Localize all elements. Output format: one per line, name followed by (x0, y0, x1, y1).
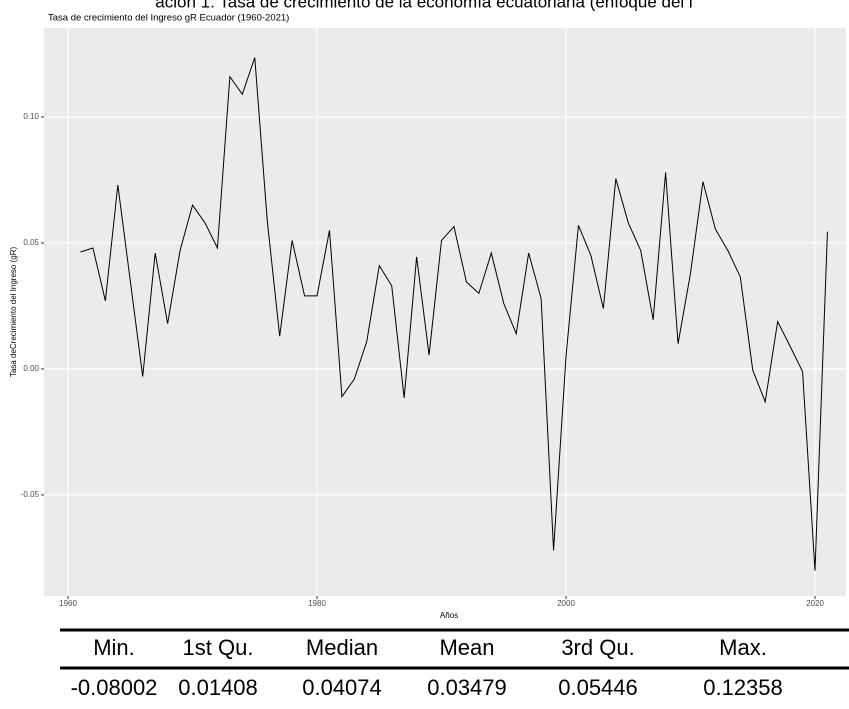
x-tick-label: 2000 (557, 599, 575, 608)
y-tick-label: 0.05 (23, 238, 39, 247)
x-tick-label: 2020 (806, 599, 824, 608)
table-header-cell: Min. (93, 635, 135, 660)
y-tick-label: 0.00 (23, 364, 39, 373)
caption: ación 1. Tasa de crecimiento de la econo… (155, 0, 692, 11)
series-line (80, 57, 828, 571)
y-tick-label: 0.10 (23, 112, 39, 121)
table-header-cell: Mean (439, 635, 494, 660)
y-tick-label: -0.05 (21, 490, 40, 499)
chart-title: Tasa de crecimiento del Ingreso gR Ecuad… (48, 13, 289, 24)
x-axis-title: Años (440, 611, 458, 620)
plot-panel (44, 28, 846, 596)
table-header-cell: 3rd Qu. (561, 635, 634, 660)
x-tick-label: 1980 (308, 599, 326, 608)
table-header-cell: Max. (719, 635, 767, 660)
table-cell: 0.12358 (703, 675, 783, 700)
table-cell: 0.05446 (558, 675, 638, 700)
table-header-cell: Median (306, 635, 378, 660)
x-tick-label: 1960 (59, 599, 77, 608)
table-cell: -0.08002 (71, 675, 158, 700)
table-cell: 0.01408 (178, 675, 258, 700)
y-axis-title: Tasa deCrecimiento del Ingreso (gR) (9, 247, 18, 378)
table-cell: 0.04074 (302, 675, 382, 700)
table-cell: 0.03479 (427, 675, 507, 700)
table-header-cell: 1st Qu. (183, 635, 254, 660)
